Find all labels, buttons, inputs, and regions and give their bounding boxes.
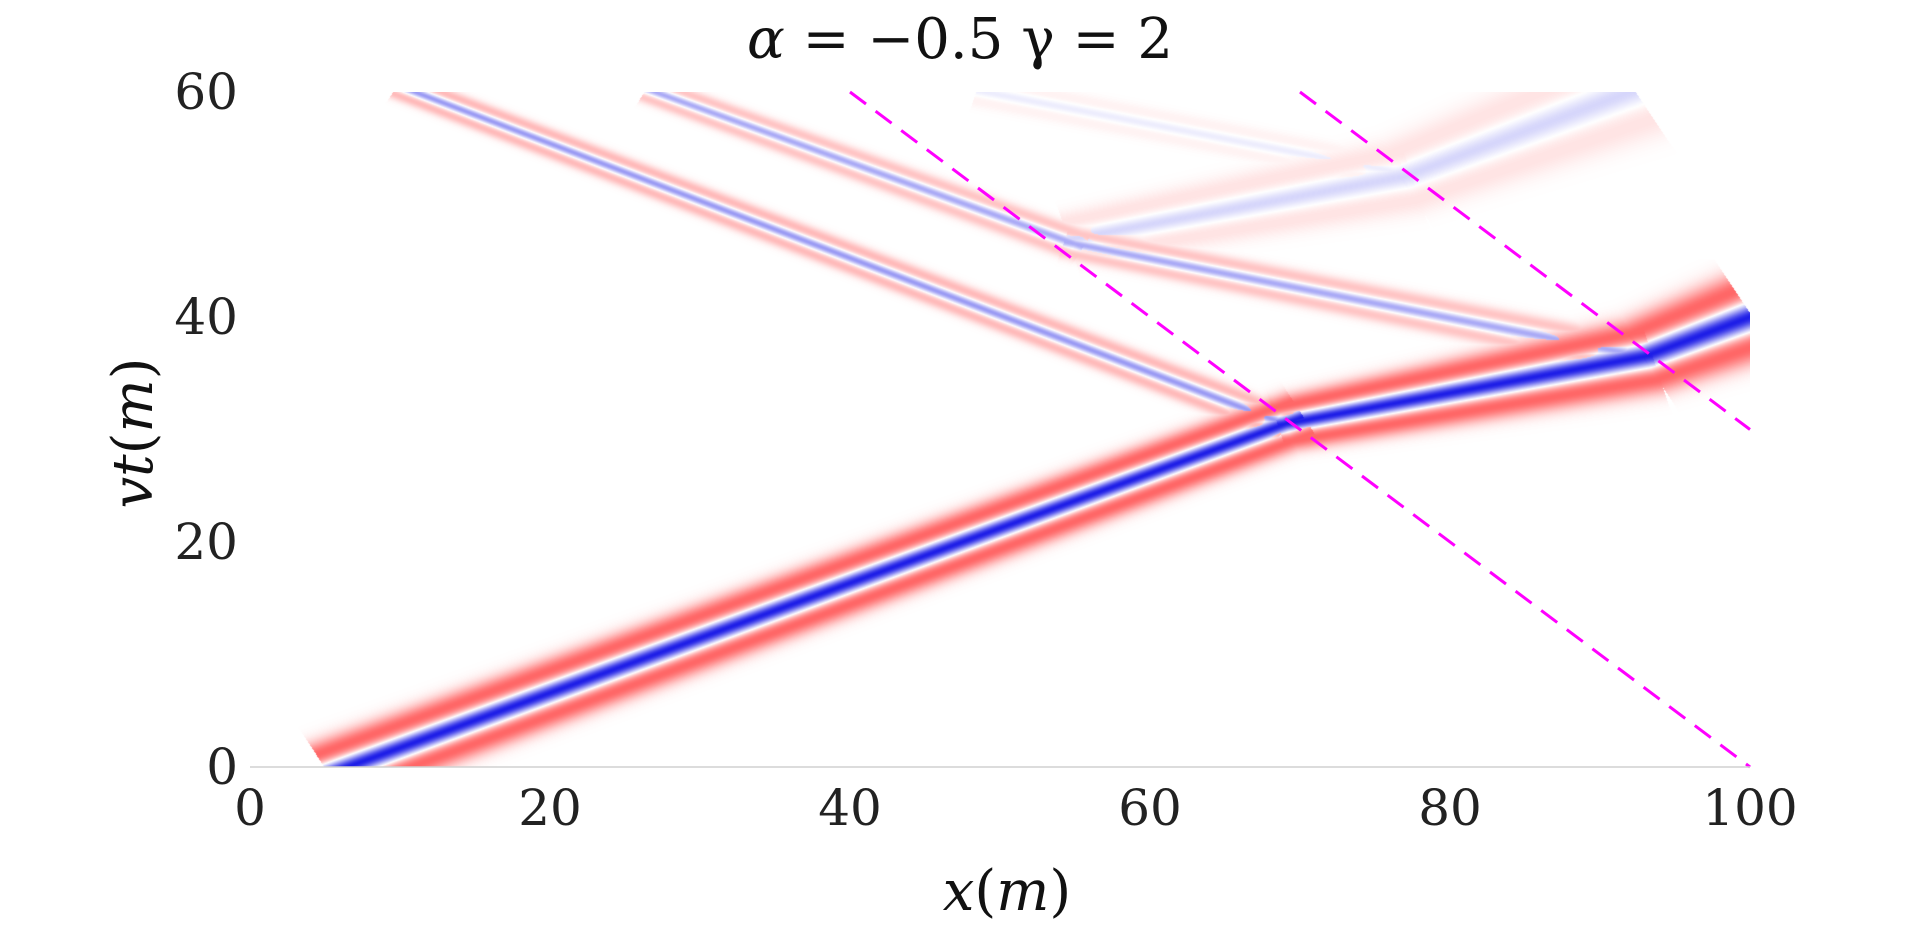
x-axis-paren-open: (: [974, 859, 996, 924]
x-tick-label: 40: [818, 779, 882, 837]
title-gamma-equals: =: [1055, 7, 1138, 72]
x-axis-var: x: [943, 859, 975, 924]
reference-line-1: [849, 90, 1751, 769]
title-alpha-symbol: α: [747, 7, 785, 72]
y-tick-labels: 0 20 40 60: [174, 63, 238, 796]
x-axis-unit: m: [996, 859, 1049, 924]
y-tick-label: 40: [174, 288, 238, 346]
heatmap-image: [250, 92, 1750, 767]
x-tick-label: 20: [518, 779, 582, 837]
y-tick-label: 60: [174, 63, 238, 121]
y-axis-paren-open: (: [101, 432, 166, 454]
title-gamma-symbol: γ: [1021, 7, 1054, 72]
y-axis-label: vt(m): [101, 358, 166, 509]
x-tick-labels: 0 20 40 60 80 100: [234, 779, 1798, 837]
y-tick-label: 20: [174, 513, 238, 571]
x-axis-paren-close: ): [1049, 859, 1071, 924]
x-tick-label: 60: [1118, 779, 1182, 837]
title-alpha-equals: =: [785, 7, 868, 72]
plot-area: [250, 90, 1751, 769]
y-tick-label: 0: [206, 738, 238, 796]
chart-title: α = −0.5 γ = 2: [747, 7, 1173, 72]
title-alpha-value: −0.5: [867, 7, 1003, 72]
y-axis-var: vt: [101, 454, 166, 509]
reference-lines: [849, 90, 1751, 769]
x-tick-label: 80: [1418, 779, 1482, 837]
y-axis-paren-close: ): [101, 358, 166, 380]
title-gamma-value: 2: [1137, 7, 1173, 72]
y-axis-unit: m: [101, 379, 166, 432]
x-tick-label: 100: [1702, 779, 1797, 837]
x-tick-label: 0: [234, 779, 266, 837]
x-axis-label: x(m): [943, 859, 1071, 924]
